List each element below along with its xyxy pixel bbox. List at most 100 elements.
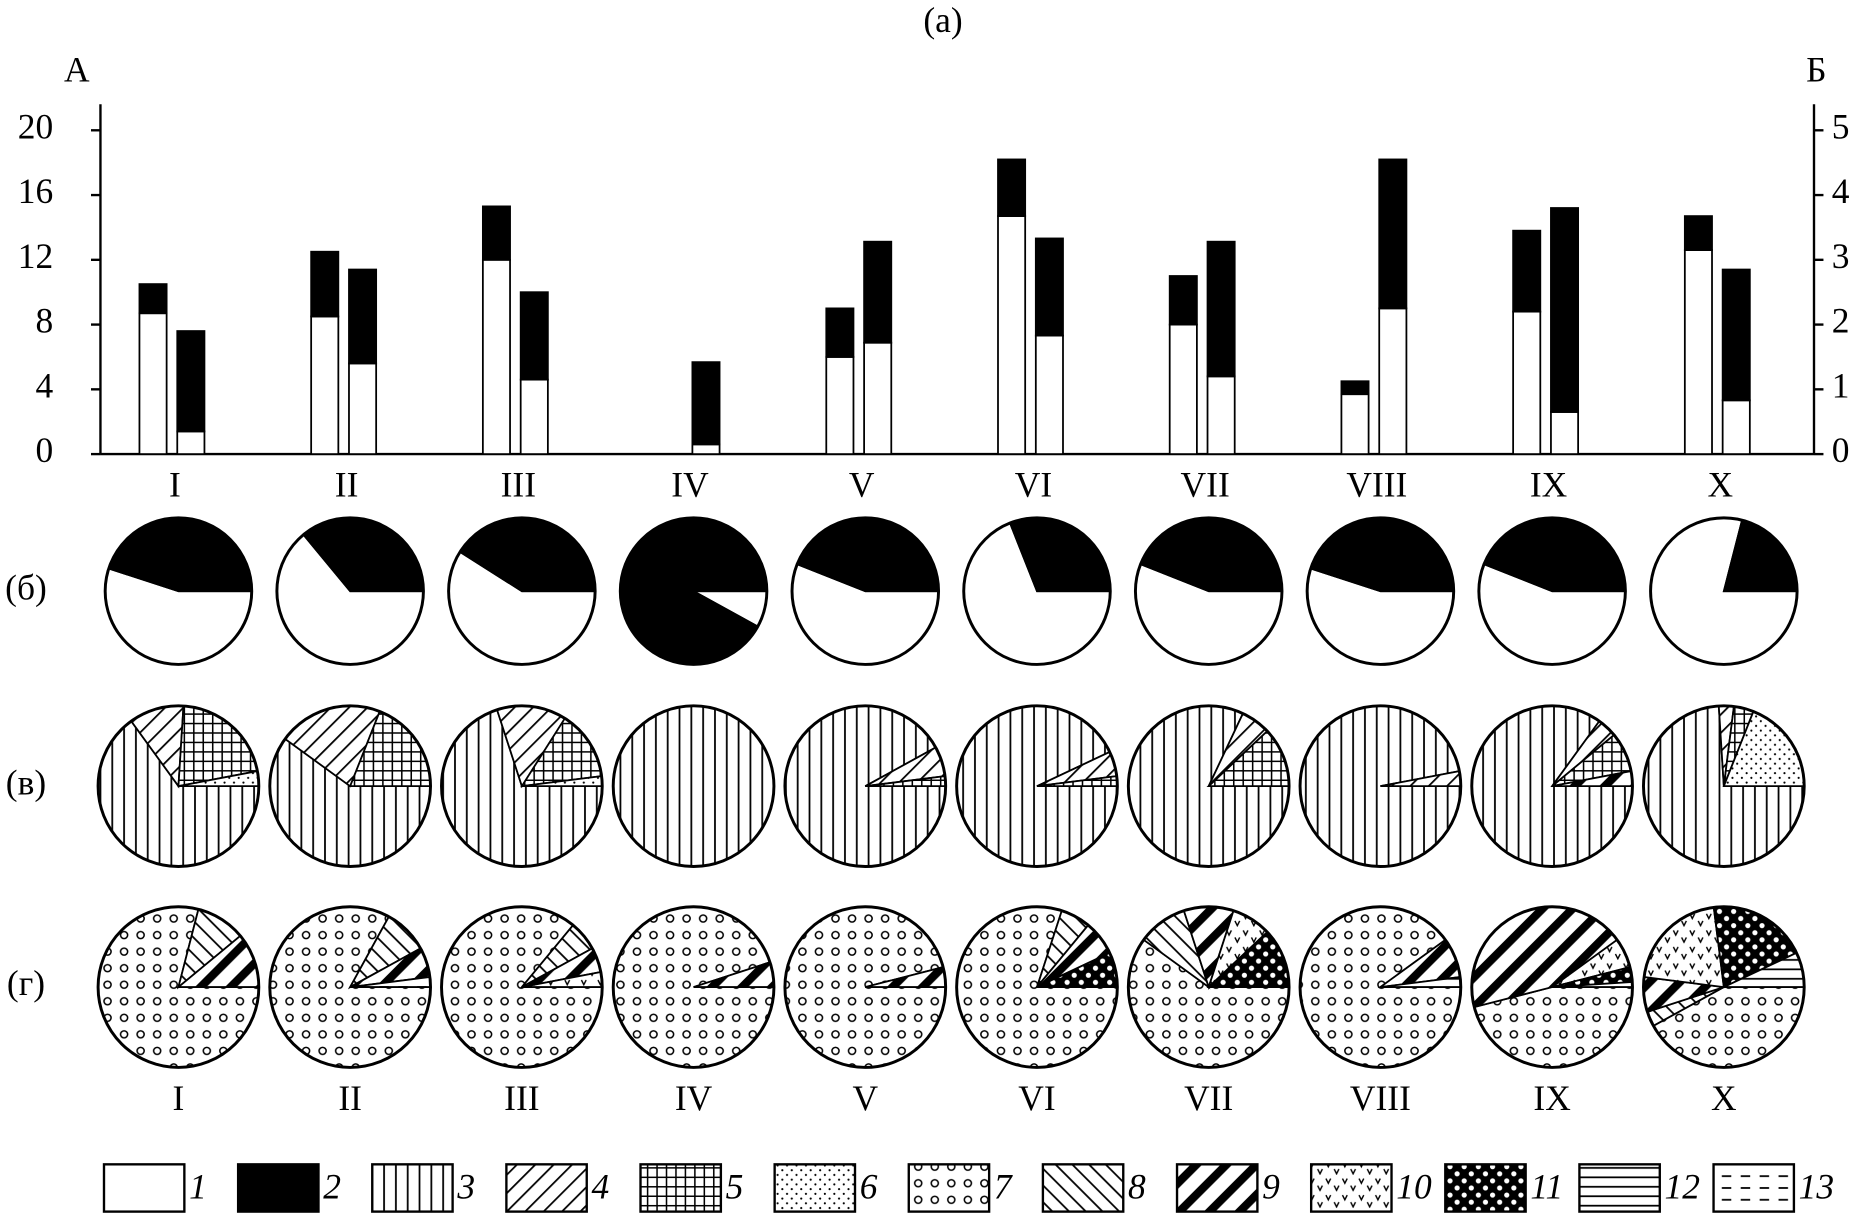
pie-outline — [962, 516, 1112, 666]
row-label: (б) — [5, 567, 47, 607]
legend-label: 12 — [1665, 1166, 1700, 1206]
y2-axis-label: Б — [1806, 50, 1826, 90]
pie-slice — [1643, 906, 1725, 989]
y-axis-label: А — [64, 50, 90, 90]
y2-tick-label: 5 — [1832, 106, 1850, 146]
bar-segment — [1683, 249, 1713, 455]
legend-label: 6 — [860, 1166, 878, 1206]
legend-swatch — [505, 1163, 588, 1213]
bar-segment — [691, 443, 721, 455]
bar-segment — [691, 361, 721, 446]
pie-category-label: X — [1711, 1078, 1737, 1118]
pie-category-label: IX — [1533, 1078, 1570, 1118]
bar-segment — [997, 158, 1027, 217]
legend-label: 1 — [189, 1166, 207, 1206]
pie-outline — [1298, 905, 1463, 1069]
bar-segment — [519, 378, 549, 455]
legend-label: 4 — [591, 1166, 609, 1206]
pie-outline — [96, 704, 261, 869]
legend-swatch — [1175, 1163, 1259, 1213]
pie-outline — [1641, 704, 1806, 869]
legend-swatch — [236, 1163, 320, 1213]
bar-segment — [1550, 207, 1580, 413]
legend-label: 7 — [994, 1166, 1013, 1206]
legend-swatch — [102, 1163, 186, 1213]
bar-segment — [1206, 375, 1236, 455]
pie-outline — [96, 905, 261, 1069]
y2-tick-label: 3 — [1832, 236, 1850, 276]
pie-outline — [103, 516, 254, 666]
y-tick-label: 8 — [35, 301, 53, 341]
y2-tick-label: 2 — [1832, 301, 1850, 341]
pie-outline — [1649, 516, 1799, 666]
pie-outline — [1305, 516, 1456, 666]
bar-segment — [1721, 399, 1751, 455]
pie-outline — [275, 516, 425, 666]
pie-outline — [268, 704, 432, 869]
legend-label: 13 — [1799, 1166, 1834, 1206]
legend-label: 9 — [1262, 1166, 1280, 1206]
pie-outline — [611, 704, 776, 869]
pie-outline — [268, 905, 432, 1069]
legend-label: 11 — [1530, 1166, 1563, 1206]
pie-outline — [1126, 905, 1291, 1069]
legend-swatch — [1041, 1163, 1125, 1213]
pie-category-label: II — [338, 1078, 362, 1118]
pie-outline — [611, 905, 776, 1069]
bar-segment — [863, 341, 893, 455]
bar-segment — [1206, 240, 1236, 378]
bar-segment — [1512, 229, 1542, 313]
bar-segment — [1340, 380, 1370, 396]
legend-label: 10 — [1396, 1166, 1432, 1206]
bar-segment — [1034, 334, 1064, 455]
pie-category-label: I — [173, 1078, 185, 1118]
pie-outline — [955, 704, 1119, 869]
legend-label: 5 — [726, 1166, 744, 1206]
bar-segment — [1168, 323, 1198, 455]
pie-outline — [447, 516, 597, 666]
pie-outline — [955, 905, 1119, 1069]
legend-swatch — [1444, 1163, 1527, 1213]
y2-tick-label: 1 — [1832, 365, 1850, 405]
legend-swatch — [773, 1163, 857, 1213]
y2-tick-label: 4 — [1832, 171, 1850, 211]
bar-segment — [863, 240, 893, 344]
pie-category-label: IV — [675, 1078, 713, 1118]
row-label: (в) — [6, 762, 46, 802]
x-tick-label: VII — [1181, 465, 1230, 505]
pie-outline — [1126, 704, 1291, 869]
pie-outline — [440, 905, 604, 1069]
y-tick-label: 0 — [35, 430, 53, 470]
pie-outline — [1470, 704, 1634, 869]
pie-category-label: VIII — [1350, 1078, 1411, 1118]
legend-label: 2 — [323, 1166, 341, 1206]
pie-outline — [1298, 704, 1463, 869]
legend-swatch — [371, 1163, 454, 1213]
bar-segment — [825, 356, 855, 455]
pie-category-label: VI — [1018, 1078, 1055, 1118]
bar-segment — [1721, 268, 1751, 402]
y2-tick-label: 0 — [1832, 430, 1850, 470]
pie-outline — [1470, 905, 1634, 1069]
legend-swatch — [907, 1163, 991, 1213]
pie-outline — [783, 905, 948, 1069]
bar-segment — [310, 250, 340, 318]
x-tick-label: X — [1707, 465, 1733, 505]
bar-segment — [176, 330, 206, 433]
bar-segment — [348, 362, 378, 455]
legend-swatch — [639, 1163, 723, 1213]
bar-segment — [1378, 158, 1408, 310]
pie-category-label: V — [852, 1078, 878, 1118]
x-tick-label: III — [501, 465, 536, 505]
x-tick-label: V — [849, 465, 875, 505]
bar-segment — [176, 430, 206, 455]
y-tick-label: 20 — [18, 106, 53, 146]
pie-category-label: III — [504, 1078, 539, 1118]
x-tick-label: VIII — [1346, 465, 1407, 505]
y-tick-label: 4 — [35, 365, 53, 405]
legend-label: 3 — [456, 1166, 475, 1206]
bar-segment — [1340, 393, 1370, 455]
pie-outline — [1641, 905, 1806, 1069]
bar-segment — [825, 307, 855, 358]
bar-segment — [519, 291, 549, 381]
